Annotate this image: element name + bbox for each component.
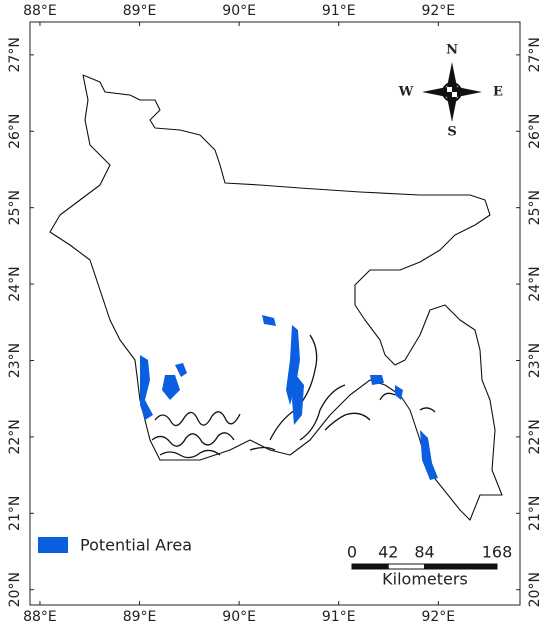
lat-label-left: 25°N (7, 190, 23, 225)
scale-label: 168 (482, 543, 513, 562)
lon-label-bottom: 90°E (222, 609, 256, 625)
lat-label-right: 21°N (527, 496, 543, 531)
lat-label-right: 24°N (527, 266, 543, 301)
compass-west: W (398, 85, 414, 100)
scale-label: 0 (347, 543, 357, 562)
lat-label-right: 25°N (527, 190, 543, 225)
scale-segment (424, 563, 498, 570)
scale-label: 42 (378, 543, 398, 562)
lat-label-left: 24°N (7, 266, 23, 301)
lat-label-left: 21°N (7, 496, 23, 531)
lat-label-right: 26°N (527, 114, 543, 149)
lon-label-bottom: 92°E (421, 609, 455, 625)
scale-segment (387, 563, 425, 570)
lat-label-right: 27°N (527, 37, 543, 72)
lon-label-bottom: 88°E (23, 609, 57, 625)
lat-label-right: 22°N (527, 419, 543, 454)
country-outline (49, 74, 503, 521)
lat-label-left: 20°N (7, 572, 23, 607)
lat-label-left: 22°N (7, 419, 23, 454)
lon-label-top: 90°E (222, 3, 256, 19)
lon-label-top: 88°E (23, 3, 57, 19)
lon-label-top: 92°E (421, 3, 455, 19)
compass-east: E (493, 85, 503, 100)
compass-north: N (446, 43, 458, 58)
lat-label-right: 20°N (527, 572, 543, 607)
lat-label-left: 23°N (7, 343, 23, 378)
lat-label-left: 26°N (7, 114, 23, 149)
coastal-islands (151, 334, 436, 459)
map-frame (29, 21, 521, 606)
lat-label-right: 23°N (527, 343, 543, 378)
lon-label-bottom: 89°E (123, 609, 157, 625)
lat-label-left: 27°N (7, 37, 23, 72)
legend-swatch (38, 537, 68, 553)
scale-label: 84 (414, 543, 434, 562)
compass-south: S (447, 125, 456, 140)
lon-label-bottom: 91°E (322, 609, 356, 625)
scale-segment (351, 563, 389, 570)
compass: N S E W (398, 43, 503, 140)
potential-area (140, 315, 438, 480)
scale-unit: Kilometers (382, 570, 468, 589)
lon-label-top: 89°E (123, 3, 157, 19)
lon-label-top: 91°E (322, 3, 356, 19)
legend-label: Potential Area (80, 536, 192, 555)
